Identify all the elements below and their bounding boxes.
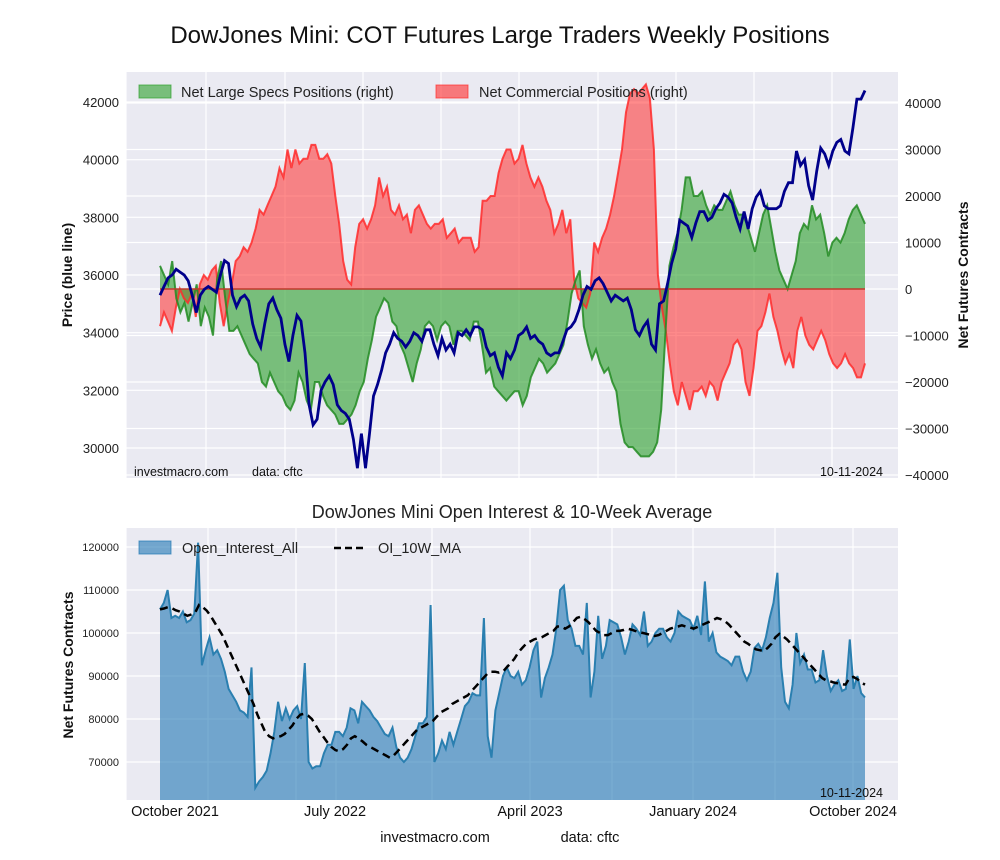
open-interest-chart-title: DowJones Mini Open Interest & 10-Week Av…	[311, 502, 713, 522]
x-tick-label: October 2021	[131, 804, 219, 820]
price-line	[158, 89, 867, 469]
upper-right-ticks: −40000 −30000 −20000 −10000 0 10000 20000 30000…	[905, 96, 949, 483]
upper-left-tick-label: 38000	[83, 210, 119, 225]
upper-left-tick-label: 36000	[83, 268, 119, 283]
upper-legend: Net Large Specs Positions (right) Net Co…	[138, 84, 688, 101]
upper-right-axis-label: Net Futures Contracts	[955, 201, 971, 348]
lower-areas	[160, 542, 865, 800]
upper-watermark-source: data: cftc	[252, 465, 303, 479]
upper-right-tick-label: −30000	[905, 422, 949, 437]
lower-x-ticks: October 2021 July 2022 April 2023 January 2…	[131, 804, 897, 820]
lower-legend: Open_Interest_All OI_10W_MA	[138, 540, 461, 557]
upper-right-tick-label: 20000	[905, 189, 941, 204]
x-tick-label: April 2023	[497, 804, 562, 820]
legend-label-ma: OI_10W_MA	[378, 541, 461, 557]
upper-watermark-site: investmacro.com	[134, 465, 228, 479]
upper-left-tick-label: 32000	[83, 383, 119, 398]
upper-left-tick-label: 30000	[83, 441, 119, 456]
footer-site: investmacro.com	[380, 830, 490, 846]
legend-swatch-commercial	[435, 84, 469, 99]
legend-swatch-open-interest	[138, 540, 172, 555]
upper-left-tick-label: 34000	[83, 326, 119, 341]
upper-right-tick-label: −40000	[905, 468, 949, 483]
lower-y-tick-label: 100000	[82, 628, 119, 640]
legend-label-open-interest: Open_Interest_All	[182, 541, 298, 557]
upper-right-tick-label: −10000	[905, 329, 949, 344]
footer-source: data: cftc	[561, 830, 620, 846]
specs-area	[160, 177, 865, 457]
lower-date-note: 10-11-2024	[820, 786, 883, 800]
lower-lines	[159, 542, 866, 792]
upper-right-tick-label: −20000	[905, 375, 949, 390]
upper-left-tick-label: 40000	[83, 153, 119, 168]
lower-y-ticks: 70000 80000 90000 100000 110000 120000	[82, 542, 119, 769]
upper-right-tick-label: 10000	[905, 236, 941, 251]
open-interest-area	[160, 542, 865, 800]
ma-line	[159, 603, 866, 760]
open-interest-line	[159, 542, 866, 792]
cot-positions-chart: 30000 32000 34000 36000 38000 40000 42000 −400…	[59, 72, 971, 483]
lower-y-tick-label: 120000	[82, 542, 119, 554]
x-tick-label: July 2022	[304, 804, 366, 820]
lower-y-tick-label: 90000	[88, 671, 119, 683]
upper-date-note: 10-11-2024	[820, 465, 883, 479]
open-interest-chart: 70000 80000 90000 100000 110000 120000 Octobe…	[60, 528, 898, 820]
chart-title: DowJones Mini: COT Futures Large Traders…	[170, 22, 830, 49]
upper-lines	[158, 82, 867, 469]
lower-y-tick-label: 70000	[88, 757, 119, 769]
upper-right-tick-label: 0	[905, 282, 912, 297]
commercial-line	[159, 82, 866, 411]
x-tick-label: October 2024	[809, 804, 897, 820]
commercial-area	[160, 84, 865, 410]
upper-areas	[160, 84, 865, 457]
x-tick-label: January 2024	[649, 804, 737, 820]
legend-label-specs: Net Large Specs Positions (right)	[181, 85, 394, 101]
lower-y-tick-label: 80000	[88, 714, 119, 726]
upper-left-ticks: 30000 32000 34000 36000 38000 40000 42000	[83, 95, 119, 456]
upper-left-axis-label: Price (blue line)	[59, 223, 75, 327]
legend-label-commercial: Net Commercial Positions (right)	[479, 85, 688, 101]
upper-right-tick-label: 30000	[905, 143, 941, 158]
lower-y-axis-label: Net Futures Contracts	[60, 591, 76, 738]
upper-left-tick-label: 42000	[83, 95, 119, 110]
upper-right-tick-label: 40000	[905, 96, 941, 111]
lower-y-tick-label: 110000	[83, 585, 119, 597]
legend-swatch-specs	[138, 84, 172, 99]
